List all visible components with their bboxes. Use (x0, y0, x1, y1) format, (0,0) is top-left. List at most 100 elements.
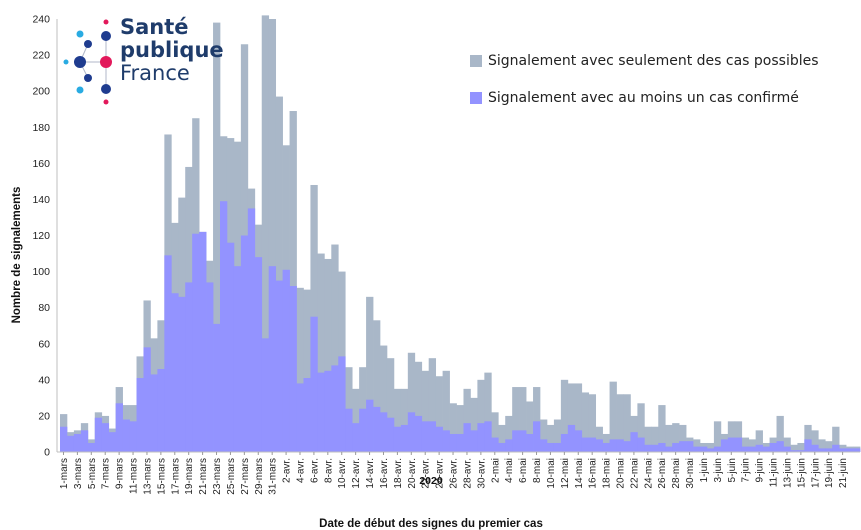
bar-confirmed (283, 270, 290, 452)
bar-confirmed (547, 443, 554, 452)
bar-confirmed (387, 418, 394, 452)
y-tick-label: 80 (38, 302, 50, 314)
bar-confirmed (443, 430, 450, 452)
x-tick-label: 30-avr. (476, 458, 487, 489)
legend-item-possible: Signalement avec seulement des cas possi… (470, 50, 819, 72)
legend: Signalement avec seulement des cas possi… (470, 50, 819, 124)
bar-confirmed (658, 443, 665, 452)
bar-confirmed (825, 448, 832, 452)
x-tick-label: 10-avr. (337, 458, 348, 489)
x-tick-label: 21-mars (198, 458, 209, 495)
y-tick-label: 40 (38, 374, 50, 386)
x-tick-label: 19-mars (184, 458, 195, 495)
bar-confirmed (728, 438, 735, 452)
x-tick-label: 20-mai (616, 458, 627, 489)
x-tick-label: 16-avr. (379, 458, 390, 489)
bar-confirmed (67, 436, 74, 452)
bar-confirmed (241, 236, 248, 453)
logo-text: Santé publique France (120, 16, 224, 85)
x-tick-label: 13-mars (142, 458, 153, 495)
bar-confirmed (665, 447, 672, 452)
bar-confirmed (463, 423, 470, 452)
y-tick-label: 220 (32, 50, 50, 62)
bar-confirmed (359, 409, 366, 452)
bar-confirmed (498, 443, 505, 452)
bar-confirmed (582, 438, 589, 452)
bar-confirmed (276, 281, 283, 452)
bar-confirmed (262, 338, 269, 452)
legend-label-possible: Signalement avec seulement des cas possi… (488, 53, 819, 69)
logo-molecule-icon (60, 16, 120, 108)
bar-confirmed (95, 418, 102, 452)
year-label: 2020 (419, 475, 443, 487)
x-tick-label: 2-avr. (282, 458, 293, 483)
bar-confirmed (422, 421, 429, 452)
x-tick-label: 28-avr. (462, 458, 473, 489)
bar-confirmed (526, 434, 533, 452)
bar-confirmed (804, 439, 811, 452)
bar-confirmed (137, 378, 144, 452)
bar-confirmed (380, 412, 387, 452)
logo-line-1: Santé (120, 16, 224, 39)
y-tick-label: 0 (44, 447, 50, 459)
x-tick-label: 22-mai (629, 458, 640, 489)
bar-confirmed (644, 445, 651, 452)
bar-confirmed (178, 297, 185, 452)
y-tick-label: 200 (32, 86, 50, 98)
bar-confirmed (491, 438, 498, 452)
x-tick-label: 30-mai (685, 458, 696, 489)
bar-confirmed (575, 430, 582, 452)
bar-confirmed (290, 286, 297, 452)
bar-confirmed (749, 447, 756, 452)
logo-line-2: publique (120, 39, 224, 62)
bar-confirmed (589, 438, 596, 452)
x-tick-label: 11-mars (129, 458, 140, 494)
bar-confirmed (783, 447, 790, 452)
legend-swatch-possible (470, 55, 482, 67)
bar-confirmed (373, 407, 380, 452)
bar-confirmed (637, 438, 644, 452)
bar-confirmed (533, 421, 540, 452)
bar-confirmed (742, 447, 749, 452)
bar-confirmed (269, 266, 276, 452)
bar-confirmed (457, 434, 464, 452)
bar-confirmed (630, 432, 637, 452)
bar-confirmed (331, 365, 338, 452)
bar-confirmed (686, 441, 693, 452)
bar-confirmed (512, 430, 519, 452)
y-tick-label: 60 (38, 338, 50, 350)
x-tick-label: 26-mai (657, 458, 668, 489)
bar-confirmed (60, 427, 67, 452)
bar-confirmed (415, 416, 422, 452)
bar-confirmed (401, 425, 408, 452)
bar-confirmed (610, 439, 617, 452)
bar-confirmed (123, 420, 130, 452)
x-tick-label: 1-juin (699, 458, 710, 482)
bar-confirmed (338, 356, 345, 452)
x-tick-label: 1-mars (59, 458, 70, 489)
x-tick-label: 4-mai (504, 458, 515, 483)
bar-confirmed (672, 443, 679, 452)
bar-confirmed (199, 232, 206, 452)
bar-confirmed (143, 347, 150, 452)
bar-confirmed (470, 430, 477, 452)
x-axis-title: Date de début des signes du premier cas (319, 518, 543, 530)
bar-confirmed (450, 434, 457, 452)
bar-confirmed (436, 427, 443, 452)
bar-confirmed (234, 266, 241, 452)
bar-confirmed (603, 443, 610, 452)
bar-confirmed (213, 324, 220, 452)
y-tick-label: 160 (32, 158, 50, 170)
bar-confirmed (832, 445, 839, 452)
bar-confirmed (554, 443, 561, 452)
bar-confirmed (540, 439, 547, 452)
bar-confirmed (248, 208, 255, 452)
x-tick-label: 24-mai (643, 458, 654, 489)
x-tick-label: 16-mai (588, 458, 599, 489)
bar-confirmed (505, 439, 512, 452)
x-tick-label: 9-mars (115, 458, 126, 489)
x-tick-label: 27-mars (240, 458, 251, 495)
bar-confirmed (366, 400, 373, 452)
x-tick-label: 18-avr. (393, 458, 404, 489)
bar-confirmed (227, 243, 234, 452)
